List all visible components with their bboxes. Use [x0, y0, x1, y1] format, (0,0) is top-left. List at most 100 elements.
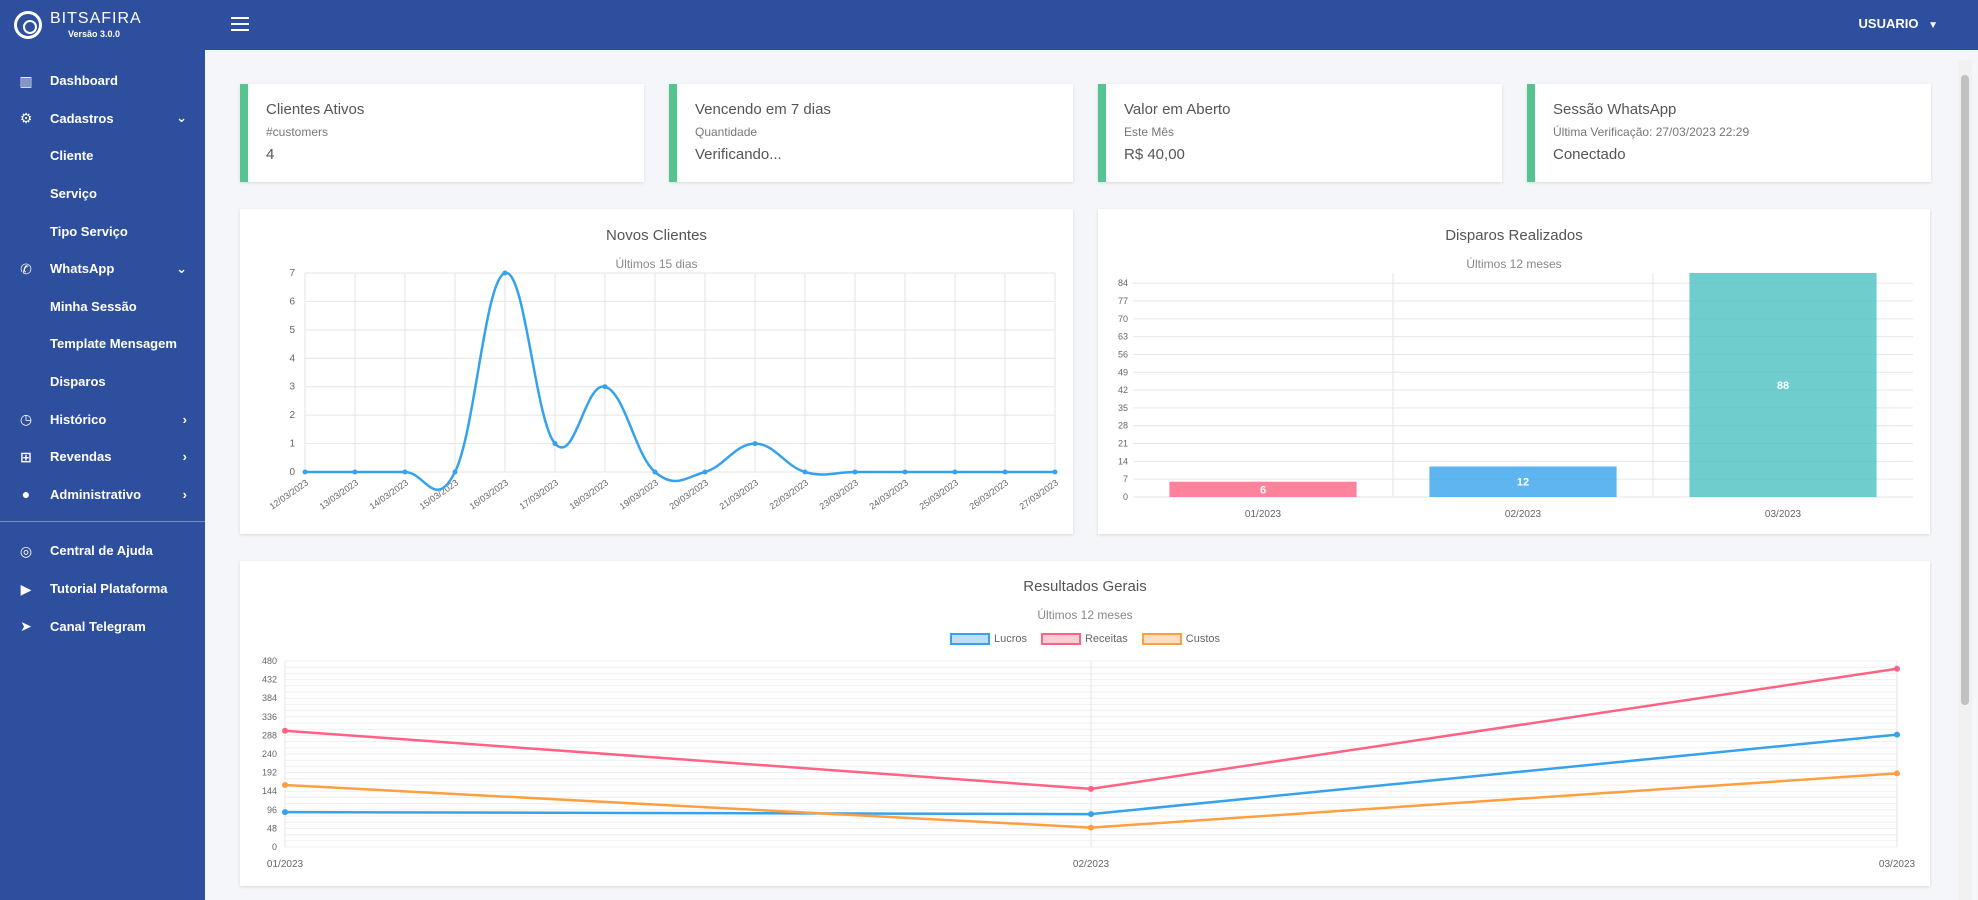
data-point: [1002, 469, 1008, 475]
sidebar-item-hist-rico[interactable]: ◷ Histórico ›: [0, 400, 205, 438]
sidebar-item-cadastros[interactable]: ⚙ Cadastros ⌄: [0, 100, 205, 138]
chart-title: Novos Clientes: [606, 227, 707, 244]
data-point: [1894, 770, 1900, 777]
bar-chart-icon: ▥: [19, 72, 33, 89]
legend-item-custos[interactable]: Custos: [1141, 633, 1220, 645]
y-tick-label: 14: [1118, 456, 1128, 466]
chart-subtitle: Últimos 12 meses: [1466, 257, 1562, 271]
card-title: Clientes Ativos: [266, 101, 365, 118]
multi-line-chart-svg: 0 48 96 144 192 240 288 336 384 432 480 01/2023 02/2…: [262, 656, 1916, 870]
sidebar-item-tipo-servi-o[interactable]: Tipo Serviço: [0, 212, 205, 250]
sidebar-item-dashboard[interactable]: ▥ Dashboard: [0, 62, 205, 100]
sidebar-item-canal-telegram[interactable]: ➤ Canal Telegram: [0, 607, 205, 645]
data-point: [1088, 824, 1094, 831]
y-tick-label: 28: [1118, 421, 1128, 431]
chart-title: Disparos Realizados: [1445, 227, 1583, 244]
sidebar-footer-nav: ◎ Central de Ajuda ▶ Tutorial Plataforma ➤ Ca…: [0, 532, 205, 645]
x-tick-label: 20/03/2023: [668, 477, 711, 511]
y-tick-label: 48: [267, 823, 277, 833]
y-tick-label: 21: [1118, 439, 1128, 449]
chart-novos-clientes: Novos Clientes Últimos 15 dias 0 1 2 3 4 5 6 7 1…: [240, 209, 1073, 534]
sidebar-item-label: Dashboard: [50, 73, 118, 89]
sidebar-item-tutorial-plataforma[interactable]: ▶ Tutorial Plataforma: [0, 570, 205, 608]
y-tick-label: 84: [1118, 278, 1128, 288]
user-menu[interactable]: USUARIO ▼: [1859, 16, 1938, 31]
chevron-right-icon: ›: [182, 449, 187, 465]
sidebar-nav: ▥ Dashboard ⚙ Cadastros ⌄ Cliente Serviço Tipo …: [0, 62, 205, 513]
menu-toggle-icon[interactable]: [231, 17, 249, 31]
sidebar-item-whatsapp[interactable]: ✆ WhatsApp ⌄: [0, 250, 205, 288]
sidebar-item-central-de-ajuda[interactable]: ◎ Central de Ajuda: [0, 532, 205, 570]
card-clientes-ativos: Clientes Ativos #customers 4: [240, 84, 644, 182]
y-tick-label: 432: [262, 675, 277, 685]
telegram-icon: ➤: [20, 618, 32, 635]
brand-name: BITSAFIRA: [50, 10, 142, 27]
sidebar-item-minha-sess-o[interactable]: Minha Sessão: [0, 288, 205, 326]
x-tick-label: 17/03/2023: [518, 477, 561, 511]
x-tick-label: 19/03/2023: [618, 477, 661, 511]
card-valor-aberto: Valor em Aberto Este Mês R$ 40,00: [1098, 84, 1502, 182]
x-tick-label: 23/03/2023: [818, 477, 861, 511]
sidebar-item-label: Disparos: [50, 374, 106, 390]
y-tick-label: 0: [289, 467, 295, 478]
card-subtitle: Última Verificação: 27/03/2023 22:29: [1553, 125, 1750, 139]
brand[interactable]: BITSAFIRA Versão 3.0.0: [0, 0, 205, 50]
chevron-right-icon: ›: [182, 411, 187, 427]
legend-item-receitas[interactable]: Receitas: [1040, 633, 1128, 645]
card-title: Valor em Aberto: [1124, 101, 1231, 118]
sidebar-item-label: Cliente: [50, 148, 94, 164]
sidebar-item-label: Administrativo: [50, 486, 142, 502]
sidebar-divider: [0, 521, 205, 523]
x-tick-label: 03/2023: [1765, 509, 1802, 520]
x-tick-label: 12/03/2023: [268, 477, 311, 511]
x-tick-label: 25/03/2023: [918, 477, 961, 511]
sidebar-item-template-mensagem[interactable]: Template Mensagem: [0, 325, 205, 363]
x-tick-label: 18/03/2023: [568, 477, 611, 511]
x-tick-label: 02/2023: [1073, 859, 1110, 870]
chart-disparos: Disparos Realizados Últimos 12 meses 0 7 1…: [1098, 209, 1930, 534]
card-title: Vencendo em 7 dias: [695, 101, 831, 118]
y-tick-label: 96: [267, 805, 277, 815]
user-lock-icon: ●: [21, 486, 31, 503]
series-line: [305, 271, 1055, 491]
y-tick-label: 56: [1118, 349, 1128, 359]
data-point: [752, 441, 758, 447]
chart-subtitle: Últimos 12 meses: [1037, 608, 1133, 622]
bar: [1689, 273, 1877, 497]
x-tick-label: 24/03/2023: [868, 477, 911, 511]
y-tick-label: 336: [262, 712, 277, 722]
y-tick-label: 480: [262, 656, 277, 666]
sidebar-item-revendas[interactable]: ⊞ Revendas ›: [0, 438, 205, 476]
data-point: [1894, 731, 1900, 738]
sidebar: BITSAFIRA Versão 3.0.0 ▥ Dashboard ⚙ Cadast…: [0, 0, 205, 900]
x-tick-label: 13/03/2023: [318, 477, 361, 511]
y-tick-label: 1: [289, 439, 295, 450]
data-point: [1088, 785, 1094, 792]
data-point: [282, 782, 288, 788]
data-point: [702, 469, 708, 475]
data-point: [282, 727, 288, 734]
legend-item-lucros[interactable]: Lucros: [949, 633, 1027, 645]
y-tick-label: 0: [272, 842, 277, 852]
y-tick-label: 5: [289, 325, 295, 336]
card-subtitle: Quantidade: [695, 125, 758, 139]
x-tick-label: 22/03/2023: [768, 477, 811, 511]
page-scrollbar[interactable]: [1958, 60, 1972, 900]
card-sessao-whatsapp: Sessão WhatsApp Última Verificação: 27/0…: [1527, 84, 1931, 182]
bar-value-label: 88: [1777, 380, 1789, 392]
sidebar-item-servi-o[interactable]: Serviço: [0, 175, 205, 213]
y-tick-label: 192: [262, 768, 277, 778]
chart-title: Resultados Gerais: [1023, 578, 1147, 595]
sidebar-item-disparos[interactable]: Disparos: [0, 363, 205, 401]
card-title: Sessão WhatsApp: [1553, 101, 1677, 118]
clock-icon: ◷: [19, 411, 33, 428]
legend-label: Receitas: [1084, 633, 1128, 645]
data-point: [602, 384, 608, 390]
sidebar-item-cliente[interactable]: Cliente: [0, 137, 205, 175]
sidebar-item-administrativo[interactable]: ● Administrativo ›: [0, 476, 205, 514]
scrollbar-thumb[interactable]: [1961, 75, 1969, 705]
y-tick-label: 7: [289, 268, 295, 279]
y-tick-label: 70: [1118, 314, 1128, 324]
sidebar-item-label: Canal Telegram: [50, 618, 146, 634]
